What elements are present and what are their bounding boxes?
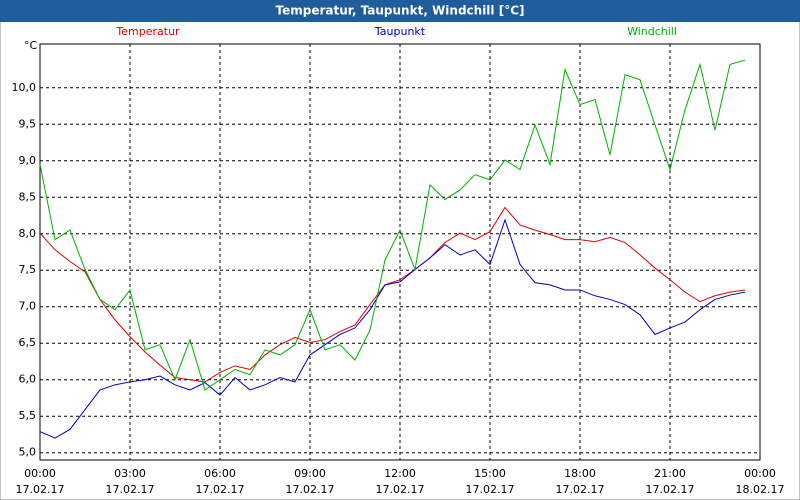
- legend-entry: Taupunkt: [374, 25, 426, 38]
- legend-entry: Windchill: [627, 25, 677, 38]
- series-line: [39, 206, 746, 383]
- x-tick-label: 15:00: [474, 467, 506, 480]
- y-tick-label: 7,5: [19, 263, 37, 276]
- x-tick-date: 17.02.17: [286, 483, 335, 496]
- y-axis-label: °C: [24, 39, 38, 52]
- x-tick-date: 17.02.17: [16, 483, 65, 496]
- x-tick-date: 17.02.17: [106, 483, 155, 496]
- title-bar: [0, 0, 800, 22]
- y-tick-label: 9,5: [19, 117, 37, 130]
- y-tick-label: 8,0: [19, 227, 37, 240]
- series-line: [39, 218, 746, 439]
- window-title: Temperatur, Taupunkt, Windchill [°C]: [276, 4, 525, 18]
- y-tick-label: 6,0: [19, 373, 37, 386]
- x-tick-label: 21:00: [654, 467, 686, 480]
- y-tick-label: 5,0: [19, 446, 37, 459]
- y-tick-label: 8,5: [19, 190, 37, 203]
- x-tick-date: 17.02.17: [196, 483, 245, 496]
- x-tick-label: 06:00: [204, 467, 236, 480]
- x-tick-label: 03:00: [114, 467, 146, 480]
- y-tick-label: 6,5: [19, 336, 37, 349]
- x-tick-date: 17.02.17: [376, 483, 425, 496]
- x-tick-label: 09:00: [294, 467, 326, 480]
- y-tick-label: 7,0: [19, 300, 37, 313]
- y-tick-label: 9,0: [19, 154, 37, 167]
- x-tick-date: 17.02.17: [466, 483, 515, 496]
- x-tick-label: 18:00: [564, 467, 596, 480]
- legend-entry: Temperatur: [115, 25, 180, 38]
- x-tick-date: 17.02.17: [556, 483, 605, 496]
- x-tick-date: 18.02.17: [736, 483, 785, 496]
- x-tick-label: 12:00: [384, 467, 416, 480]
- y-tick-label: 10,0: [12, 81, 37, 94]
- x-tick-date: 17.02.17: [646, 483, 695, 496]
- x-tick-label: 00:00: [744, 467, 776, 480]
- y-tick-label: 5,5: [19, 409, 37, 422]
- x-tick-label: 00:00: [24, 467, 56, 480]
- series-line: [39, 59, 746, 391]
